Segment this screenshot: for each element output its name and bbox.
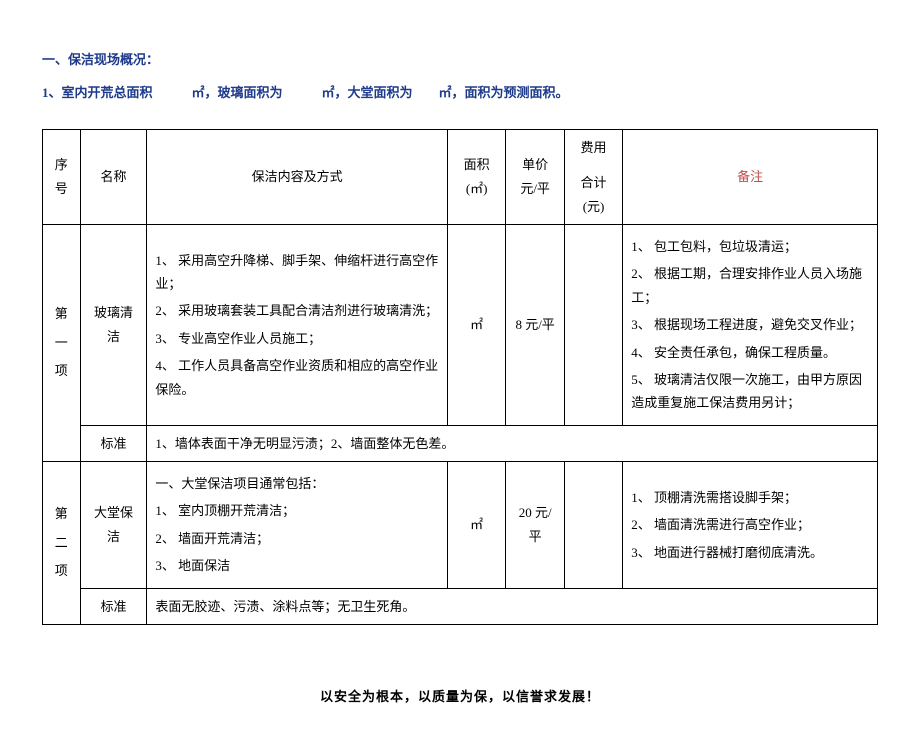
- th-area: 面积(㎡): [447, 129, 505, 224]
- total-cell-1: [564, 224, 622, 425]
- seq-cell-1: 第 一 项: [43, 224, 81, 461]
- th-content: 保洁内容及方式: [147, 129, 448, 224]
- th-note: 备注: [623, 129, 878, 224]
- note-cell-2: 1、 顶棚清洗需搭设脚手架； 2、 墙面清洗需进行高空作业； 3、 地面进行器械…: [623, 462, 878, 589]
- table-row: 第 一 项 玻璃清洁 1、 采用高空升降梯、脚手架、伸缩杆进行高空作业； 2、 …: [43, 224, 878, 425]
- content-cell-2: 一、大堂保洁项目通常包括： 1、 室内顶棚开荒清洁； 2、 墙面开荒清洁； 3、…: [147, 462, 448, 589]
- std-label-1: 标准: [80, 425, 147, 461]
- seq-cell-2: 第 二 项: [43, 462, 81, 625]
- summary-line: 1、室内开荒总面积 ㎡，玻璃面积为 ㎡，大堂面积为 ㎡，面积为预测面积。: [42, 81, 878, 104]
- th-price: 单价元/平: [506, 129, 564, 224]
- cleaning-table: 序号 名称 保洁内容及方式 面积(㎡) 单价元/平 费用 备注 合计(元) 第 …: [42, 129, 878, 625]
- area-cell-1: ㎡: [447, 224, 505, 425]
- th-seq: 序号: [43, 129, 81, 224]
- table-row-std: 标准 1、墙体表面干净无明显污渍；2、墙面整体无色差。: [43, 425, 878, 461]
- name-cell-2: 大堂保洁: [80, 462, 147, 589]
- th-total-top: 费用: [564, 129, 622, 165]
- std-text-2: 表面无胶迹、污渍、涂料点等；无卫生死角。: [147, 588, 878, 624]
- content-cell-1: 1、 采用高空升降梯、脚手架、伸缩杆进行高空作业； 2、 采用玻璃套装工具配合清…: [147, 224, 448, 425]
- table-row: 第 二 项 大堂保洁 一、大堂保洁项目通常包括： 1、 室内顶棚开荒清洁； 2、…: [43, 462, 878, 589]
- std-label-2: 标准: [80, 588, 147, 624]
- std-text-1: 1、墙体表面干净无明显污渍；2、墙面整体无色差。: [147, 425, 878, 461]
- table-header-row: 序号 名称 保洁内容及方式 面积(㎡) 单价元/平 费用 备注: [43, 129, 878, 165]
- total-cell-2: [564, 462, 622, 589]
- section-heading: 一、保洁现场概况：: [42, 48, 878, 71]
- th-name: 名称: [80, 129, 147, 224]
- footer-slogan: 以安全为根本，以质量为保，以信誉求发展！: [42, 685, 878, 708]
- th-total-bottom: 合计(元): [564, 165, 622, 224]
- table-row-std: 标准 表面无胶迹、污渍、涂料点等；无卫生死角。: [43, 588, 878, 624]
- price-cell-1: 8 元/平: [506, 224, 564, 425]
- price-cell-2: 20 元/平: [506, 462, 564, 589]
- note-cell-1: 1、 包工包料，包垃圾清运； 2、 根据工期，合理安排作业人员入场施工； 3、 …: [623, 224, 878, 425]
- area-cell-2: ㎡: [447, 462, 505, 589]
- name-cell-1: 玻璃清洁: [80, 224, 147, 425]
